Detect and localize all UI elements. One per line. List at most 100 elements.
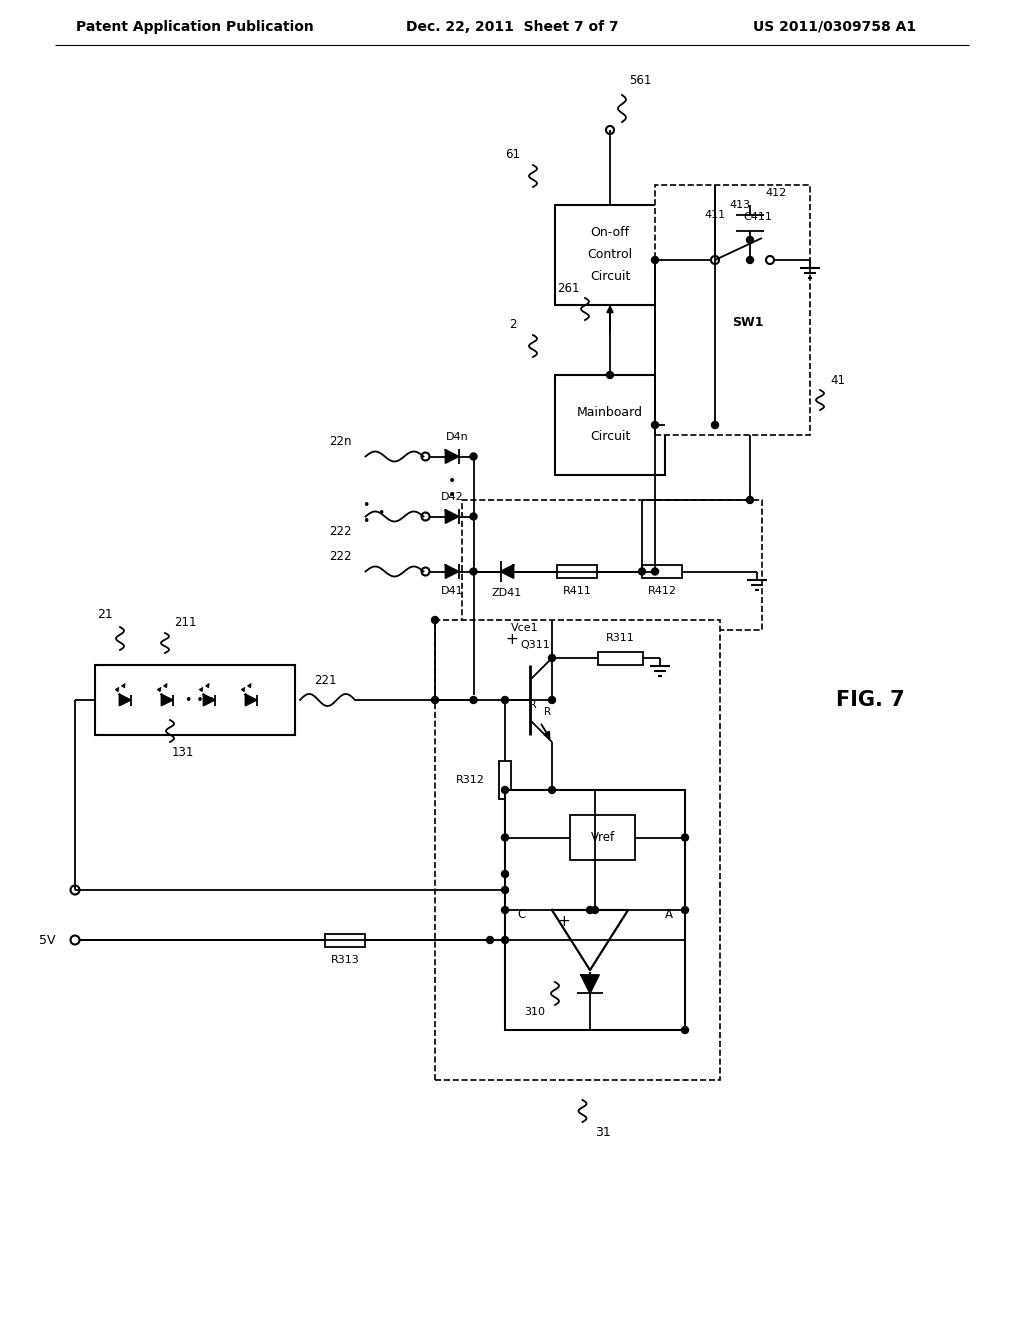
- Polygon shape: [445, 565, 459, 578]
- Text: R311: R311: [605, 634, 635, 643]
- Text: +: +: [506, 632, 518, 648]
- Bar: [642, 565, 682, 578]
- Text: 411: 411: [705, 210, 726, 220]
- Circle shape: [639, 568, 645, 576]
- Text: •: •: [447, 474, 456, 488]
- Text: Dec. 22, 2011  Sheet 7 of 7: Dec. 22, 2011 Sheet 7 of 7: [406, 20, 618, 34]
- Text: R412: R412: [647, 586, 677, 597]
- Text: Mainboard: Mainboard: [577, 407, 643, 420]
- Text: +: +: [558, 915, 570, 929]
- Circle shape: [431, 616, 438, 623]
- Circle shape: [712, 421, 719, 429]
- Text: ZD41: ZD41: [492, 589, 522, 598]
- Polygon shape: [501, 565, 513, 578]
- Text: 413: 413: [730, 201, 751, 210]
- Text: R: R: [529, 700, 537, 710]
- Polygon shape: [552, 909, 628, 970]
- Bar: [557, 565, 597, 578]
- Bar: [325, 933, 365, 946]
- Polygon shape: [445, 450, 459, 463]
- Circle shape: [502, 870, 509, 878]
- Text: Circuit: Circuit: [590, 271, 630, 284]
- Text: 412: 412: [765, 187, 786, 198]
- Circle shape: [746, 496, 754, 503]
- Bar: [435, 620, 720, 1080]
- Text: 261: 261: [557, 281, 580, 294]
- Circle shape: [549, 787, 555, 793]
- Circle shape: [502, 697, 509, 704]
- Text: D42: D42: [440, 491, 464, 502]
- Circle shape: [502, 887, 509, 894]
- Bar: [462, 500, 762, 630]
- Text: •: •: [361, 499, 370, 512]
- Circle shape: [682, 1027, 688, 1034]
- Circle shape: [606, 371, 613, 379]
- Circle shape: [651, 256, 658, 264]
- Text: R411: R411: [562, 586, 592, 597]
- Circle shape: [651, 421, 658, 429]
- Polygon shape: [581, 975, 599, 993]
- Polygon shape: [246, 694, 256, 705]
- Polygon shape: [162, 694, 172, 705]
- Text: FIG. 7: FIG. 7: [836, 690, 904, 710]
- Circle shape: [549, 655, 555, 661]
- Text: Vce1: Vce1: [511, 623, 539, 634]
- Text: C411: C411: [743, 213, 772, 222]
- Text: 211: 211: [174, 615, 197, 628]
- Text: D4n: D4n: [445, 432, 468, 441]
- Circle shape: [651, 568, 658, 576]
- Polygon shape: [120, 694, 130, 705]
- Circle shape: [592, 907, 598, 913]
- Text: Circuit: Circuit: [590, 430, 630, 444]
- Polygon shape: [204, 694, 214, 705]
- Circle shape: [682, 907, 688, 913]
- Text: 5V: 5V: [39, 933, 55, 946]
- Circle shape: [502, 834, 509, 841]
- Text: On-off: On-off: [591, 227, 630, 239]
- Text: 31: 31: [595, 1126, 610, 1138]
- Polygon shape: [445, 510, 459, 523]
- Text: Patent Application Publication: Patent Application Publication: [76, 20, 314, 34]
- Bar: [499, 762, 511, 799]
- Circle shape: [470, 453, 477, 459]
- Text: 2: 2: [509, 318, 517, 331]
- Text: SW1: SW1: [732, 315, 764, 329]
- Circle shape: [470, 568, 477, 576]
- Text: C: C: [517, 908, 525, 921]
- Text: 310: 310: [524, 1007, 546, 1016]
- Text: 222: 222: [330, 550, 352, 564]
- Text: Control: Control: [588, 248, 633, 261]
- Bar: [555, 375, 665, 475]
- Text: •: •: [447, 487, 456, 502]
- Text: 22n: 22n: [330, 436, 352, 447]
- Bar: [505, 789, 685, 1030]
- Bar: [655, 185, 810, 436]
- Text: 561: 561: [629, 74, 651, 87]
- Text: Q311: Q311: [520, 640, 550, 649]
- Text: 61: 61: [506, 149, 520, 161]
- Text: Vref: Vref: [591, 832, 614, 843]
- Circle shape: [502, 907, 509, 913]
- Circle shape: [470, 513, 477, 520]
- Text: •: •: [361, 516, 370, 528]
- Text: 222: 222: [330, 525, 352, 539]
- Circle shape: [587, 907, 594, 913]
- Circle shape: [470, 697, 477, 704]
- Text: 21: 21: [97, 609, 113, 622]
- Circle shape: [502, 787, 509, 793]
- Text: US 2011/0309758 A1: US 2011/0309758 A1: [754, 20, 916, 34]
- Text: • • •: • • •: [185, 693, 215, 706]
- Bar: [95, 665, 295, 735]
- Text: D41: D41: [440, 586, 463, 597]
- Circle shape: [746, 236, 754, 243]
- Circle shape: [746, 256, 754, 264]
- Circle shape: [486, 936, 494, 944]
- Circle shape: [549, 697, 555, 704]
- Circle shape: [502, 936, 509, 944]
- Bar: [555, 205, 665, 305]
- Text: 221: 221: [313, 673, 336, 686]
- Text: R312: R312: [456, 775, 485, 785]
- Bar: [570, 814, 635, 861]
- Text: 41: 41: [830, 374, 846, 387]
- Text: •: •: [377, 507, 384, 520]
